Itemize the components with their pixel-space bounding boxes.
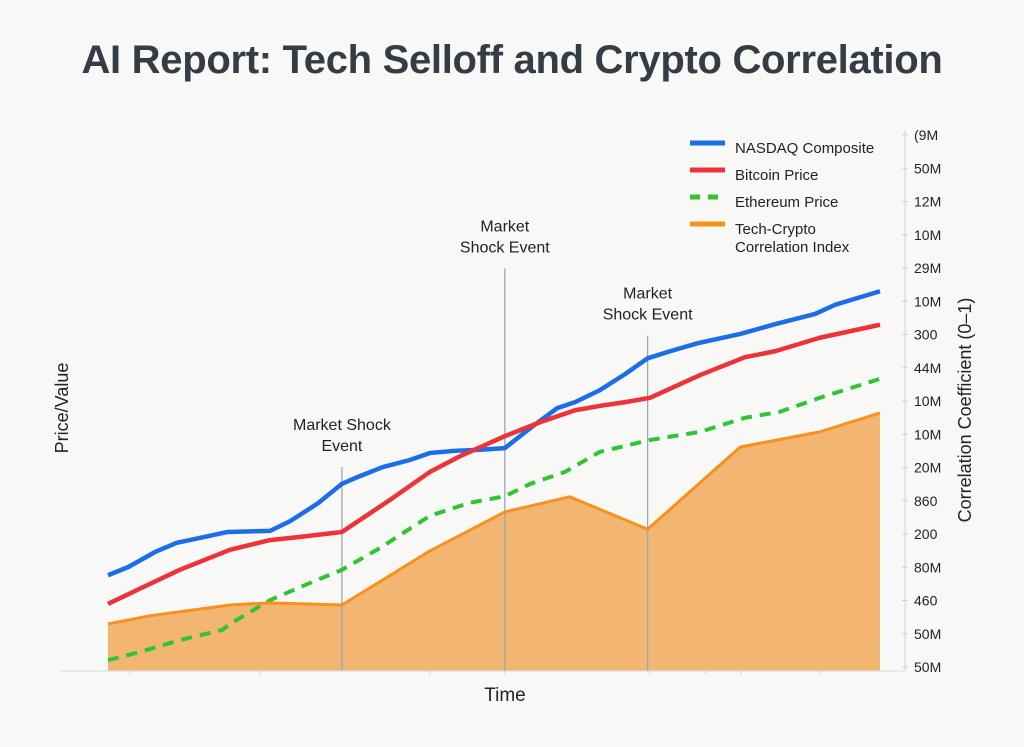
- tech-crypto-correlation-index-area: [108, 412, 880, 671]
- legend-label: Correlation Index: [735, 239, 850, 256]
- chart-title: AI Report: Tech Selloff and Crypto Corre…: [81, 38, 943, 82]
- y-axis-label: Price/Value: [52, 363, 72, 454]
- y2-tick-label: 10M: [914, 426, 941, 442]
- legend-label: Bitcoin Price: [735, 167, 818, 184]
- y2-tick-label: 460: [914, 593, 938, 609]
- tech-crypto-correlation-index-line: [107, 411, 881, 626]
- y2-tick-label: 10M: [914, 293, 941, 309]
- market-shock-annotation: Shock Event: [460, 239, 550, 256]
- legend-label: Ethereum Price: [735, 194, 838, 211]
- y2-tick-label: 80M: [914, 559, 941, 575]
- y2-tick-label: 20M: [914, 460, 941, 476]
- market-shock-annotation: Shock Event: [603, 307, 693, 324]
- y2-tick-label: 50M: [914, 626, 941, 642]
- y2-tick-label: 50M: [914, 160, 941, 176]
- y2-tick-label: 200: [914, 526, 938, 542]
- y2-tick-label: 10M: [914, 227, 941, 243]
- y2-tick-label: 44M: [914, 360, 941, 376]
- y2-axis-label: Correlation Coefficient (0–1): [955, 298, 975, 523]
- y2-tick-label: 29M: [914, 260, 941, 276]
- y2-tick-label: 10M: [914, 393, 941, 409]
- y2-tick-label: 300: [914, 327, 938, 343]
- bitcoin-price-line: [107, 322, 881, 606]
- x-axis-label: Time: [484, 685, 526, 706]
- legend-label: Tech-Crypto: [735, 221, 816, 238]
- y2-tick-label: (9M: [914, 127, 938, 143]
- legend-label: NASDAQ Composite: [735, 140, 874, 157]
- y2-tick-label: 50M: [914, 659, 941, 675]
- nasdaq-composite-line: [107, 289, 881, 578]
- ethereum-price-line: [107, 376, 881, 663]
- y2-tick-label: 12M: [914, 194, 941, 210]
- y2-tick-label: 860: [914, 493, 938, 509]
- market-shock-annotation: Market Shock: [293, 417, 392, 434]
- market-shock-annotation: Event: [321, 438, 362, 455]
- market-shock-annotation: Market: [480, 218, 529, 235]
- market-shock-annotation: Market: [623, 286, 672, 303]
